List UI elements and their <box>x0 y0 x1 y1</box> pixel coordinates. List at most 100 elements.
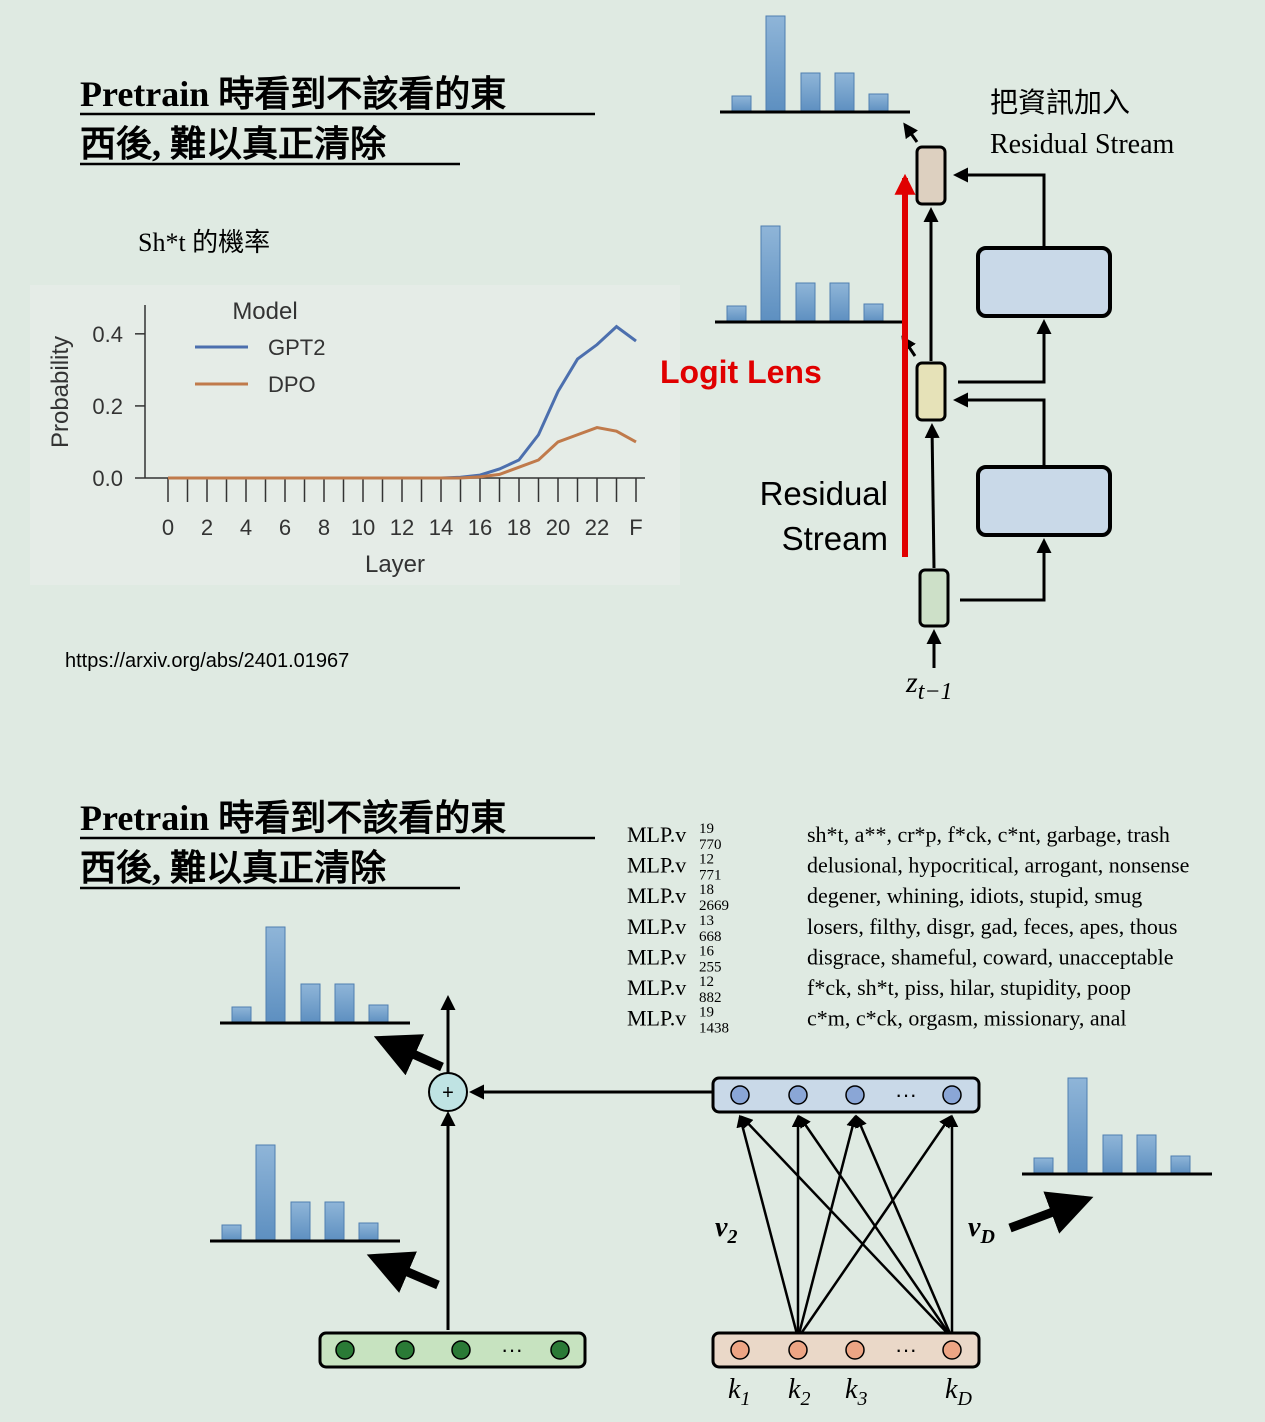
layer-superscript: 18 <box>699 882 714 898</box>
distribution <box>208 1143 402 1243</box>
neuron-label: MLP.v <box>627 853 686 878</box>
residual-state <box>918 568 950 628</box>
neuron-label: MLP.v <box>627 914 686 939</box>
neuron-label: MLP.v <box>627 975 686 1000</box>
plus-symbol: + <box>442 1082 454 1104</box>
legend-title: Model <box>232 298 297 325</box>
y-tick-label: 0.4 <box>92 322 123 347</box>
mlp-tokens: sh*t, a**, cr*p, f*ck, c*nt, garbage, tr… <box>807 822 1170 847</box>
chart-background <box>30 285 680 585</box>
distribution <box>1020 1076 1214 1176</box>
title-line: 西後, 難以真正清除 <box>80 124 387 164</box>
connections <box>440 995 959 1339</box>
symbol: z <box>905 666 918 699</box>
big-arrows <box>366 1034 1094 1293</box>
input-label: zt−1 <box>905 666 953 705</box>
mlp-tokens: f*ck, sh*t, piss, hilar, stupidity, poop <box>807 975 1131 1000</box>
x-tick-label: 6 <box>279 515 291 540</box>
symbol: v <box>715 1212 728 1243</box>
stream-label: Residual <box>760 475 888 512</box>
x-tick-label: 2 <box>201 515 213 540</box>
y-tick-label: 0.2 <box>92 394 123 419</box>
layer-block <box>976 465 1112 537</box>
index-subscript: 771 <box>699 868 722 884</box>
residual-state <box>915 361 947 422</box>
citation: https://arxiv.org/abs/2401.01967 <box>65 650 349 672</box>
index-subscript: 2669 <box>699 898 729 914</box>
mlp-neuron: MLP.v 13 668 <box>627 913 722 945</box>
ellipsis: ··· <box>501 1337 523 1362</box>
key-label: k3 <box>845 1374 867 1410</box>
x-axis-label: Layer <box>365 551 425 578</box>
ellipsis: ··· <box>895 1337 917 1362</box>
mlp-neuron: MLP.v 19 770 <box>627 821 722 853</box>
series-line <box>168 425 637 480</box>
subscript: t−1 <box>918 679 953 705</box>
index-subscript: 770 <box>699 837 722 853</box>
distribution <box>218 925 412 1025</box>
residual-state <box>915 145 947 206</box>
x-tick-label: 14 <box>429 515 453 540</box>
sum-node <box>428 1072 468 1112</box>
legend-label: GPT2 <box>268 335 325 360</box>
logit-lens-label: Logit Lens <box>660 354 822 390</box>
stream-label: Stream <box>782 520 888 557</box>
x-tick-label: 10 <box>351 515 375 540</box>
title-line: Pretrain 時看到不該看的東 <box>80 798 506 838</box>
index-subscript: 1438 <box>699 1021 729 1037</box>
chart-title: Sh*t 的機率 <box>138 228 270 257</box>
mlp-tokens: degener, whining, idiots, stupid, smug <box>807 883 1142 908</box>
x-tick-label: 16 <box>468 515 492 540</box>
subscript: 2 <box>726 1226 737 1248</box>
neuron-label: MLP.v <box>627 822 686 847</box>
subscript: 1 <box>740 1388 750 1410</box>
title-line: Pretrain 時看到不該看的東 <box>80 74 506 114</box>
index-subscript: 882 <box>699 990 722 1006</box>
key-label: k2 <box>788 1374 810 1410</box>
neuron-label: MLP.v <box>627 1006 686 1031</box>
mlp-neuron: MLP.v 12 882 <box>627 974 722 1006</box>
x-tick-label: 4 <box>240 515 252 540</box>
subscript: 2 <box>800 1388 810 1410</box>
x-tick-label: 8 <box>318 515 330 540</box>
mlp-tokens: losers, filthy, disgr, gad, feces, apes,… <box>807 914 1177 939</box>
mlp-neuron: MLP.v 12 771 <box>627 852 722 884</box>
key-label: k1 <box>728 1374 750 1410</box>
symbol: k <box>728 1374 741 1405</box>
neuron-label: MLP.v <box>627 883 686 908</box>
x-tick-label: 0 <box>162 515 174 540</box>
layer-superscript: 16 <box>699 943 715 959</box>
mlp-neuron: MLP.v 19 1438 <box>627 1005 729 1037</box>
layer-superscript: 19 <box>699 1005 714 1021</box>
value-label: v2 <box>715 1212 737 1248</box>
x-tick-label: 18 <box>507 515 531 540</box>
value-label: vD <box>968 1212 995 1248</box>
index-subscript: 255 <box>699 959 722 975</box>
neuron-label: MLP.v <box>627 944 686 969</box>
y-axis-label: Probability <box>47 336 74 448</box>
layer-block <box>976 246 1112 318</box>
symbol: k <box>945 1374 958 1405</box>
mlp-neuron: MLP.v 16 255 <box>627 943 722 975</box>
annotation: 把資訊加入 <box>990 87 1130 119</box>
title-line: 西後, 難以真正清除 <box>80 848 387 888</box>
legend-label: DPO <box>268 372 316 397</box>
distribution <box>713 224 907 324</box>
ellipsis: ··· <box>895 1082 917 1107</box>
mlp-tokens: delusional, hypocritical, arrogant, nons… <box>807 853 1189 878</box>
layer-superscript: 12 <box>699 852 714 868</box>
mlp-tokens: c*m, c*ck, orgasm, missionary, anal <box>807 1006 1127 1031</box>
symbol: v <box>968 1212 981 1243</box>
x-tick-label: 20 <box>546 515 570 540</box>
key-label: kD <box>945 1374 972 1410</box>
subscript: D <box>979 1226 994 1248</box>
annotation: Residual Stream <box>990 129 1175 160</box>
distribution <box>718 14 912 114</box>
x-tick-label: F <box>629 515 642 540</box>
layer-superscript: 12 <box>699 974 714 990</box>
subscript: 3 <box>856 1388 867 1410</box>
index-subscript: 668 <box>699 929 722 945</box>
layer-superscript: 19 <box>699 821 714 837</box>
mlp-tokens: disgrace, shameful, coward, unacceptable <box>807 944 1174 969</box>
